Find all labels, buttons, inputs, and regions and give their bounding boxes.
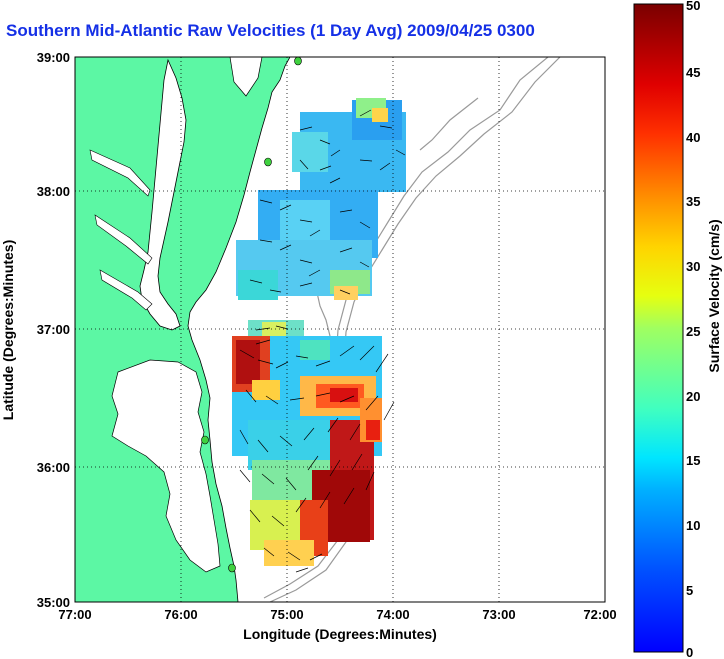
radar-stations — [201, 57, 302, 573]
colorbar-tick-label: 35 — [686, 194, 700, 209]
y-tick-label: 37:00 — [37, 322, 70, 337]
colorbar-tick-label: 15 — [686, 453, 700, 468]
plot-frame — [74, 56, 606, 603]
map-title: Southern Mid-Atlantic Raw Velocities (1 … — [6, 21, 535, 40]
chesapeake-bay — [139, 58, 187, 331]
x-tick-label: 74:00 — [376, 607, 409, 622]
x-axis-ticks: 77:00 76:00 75:00 74:00 73:00 72:00 — [58, 607, 616, 622]
sound — [111, 359, 221, 573]
land-mass — [75, 57, 291, 602]
colorbar-tick-label: 0 — [686, 645, 693, 659]
colorbar-label: Surface Velocity (cm/s) — [706, 219, 722, 372]
colorbar — [633, 3, 684, 653]
x-tick-label: 72:00 — [583, 607, 616, 622]
colorbar-tick-label: 10 — [686, 518, 700, 533]
colorbar-tick-label: 40 — [686, 130, 700, 145]
bay-tributary — [99, 269, 153, 311]
delaware-bay — [229, 57, 263, 97]
colorbar-tick-label: 50 — [686, 0, 700, 13]
y-tick-label: 35:00 — [37, 595, 70, 610]
radar-station-marker — [264, 157, 272, 167]
colorbar-ticks: 50 45 40 35 30 25 20 15 10 5 0 — [686, 0, 700, 659]
velocity-field-south — [232, 336, 382, 566]
y-tick-label: 36:00 — [37, 460, 70, 475]
x-tick-label: 76:00 — [164, 607, 197, 622]
y-axis-ticks: 39:00 38:00 37:00 36:00 35:00 — [37, 50, 70, 610]
radar-station-marker — [294, 57, 302, 66]
map-grid — [75, 57, 605, 602]
colorbar-tick-label: 25 — [686, 324, 700, 339]
colorbar-tick-label: 30 — [686, 259, 700, 274]
colorbar-tick-label: 45 — [686, 65, 700, 80]
bay-tributary — [89, 149, 151, 197]
colorbar-tick-label: 5 — [686, 583, 693, 598]
y-tick-label: 39:00 — [37, 50, 70, 65]
radar-station-marker — [228, 563, 236, 573]
bay-tributary — [94, 214, 153, 265]
radar-station-marker — [201, 435, 209, 445]
x-tick-label: 73:00 — [482, 607, 515, 622]
x-tick-label: 75:00 — [270, 607, 303, 622]
x-axis-label: Longitude (Degrees:Minutes) — [243, 626, 437, 642]
velocity-arrows — [239, 109, 406, 573]
velocity-field-north — [236, 98, 406, 350]
colorbar-tick-label: 20 — [686, 389, 700, 404]
y-axis-label: Latitude (Degrees:Minutes) — [0, 240, 16, 420]
y-tick-label: 38:00 — [37, 184, 70, 199]
x-tick-label: 77:00 — [58, 607, 91, 622]
